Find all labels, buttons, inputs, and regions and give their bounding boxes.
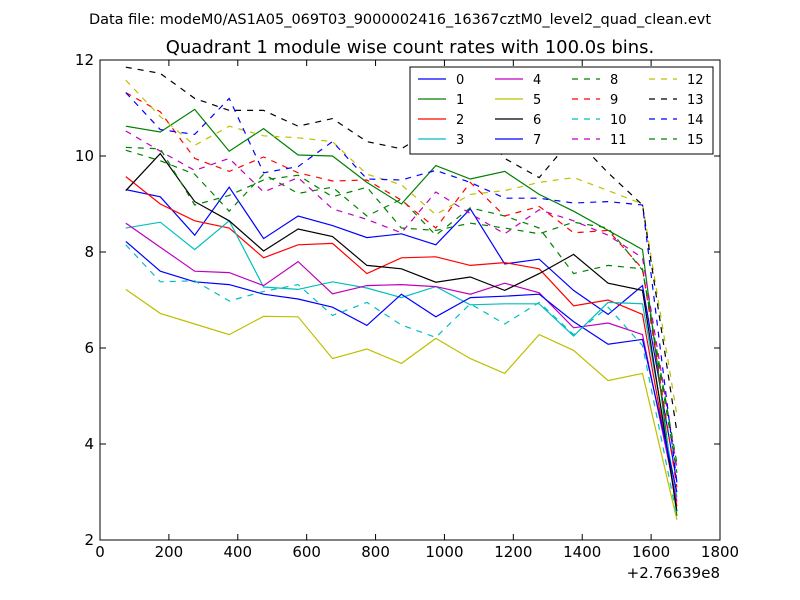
series-line-2 [125,176,678,507]
y-tick-label: 2 [84,531,94,549]
series-line-7 [125,240,678,493]
legend-label-5: 5 [533,93,541,108]
y-tick-label: 12 [75,51,94,69]
x-offset-label: +2.76639e8 [627,564,720,582]
series-line-11 [125,130,678,469]
series-line-8 [125,149,678,473]
legend-label-2: 2 [456,113,464,128]
series-line-6 [125,152,678,512]
series-line-4 [125,222,678,502]
legend-label-1: 1 [456,93,464,108]
series-layer [125,66,678,520]
y-tick-label: 4 [84,435,94,453]
chart-suptitle: Data file: modeM0/AS1A05_069T03_90000024… [89,12,711,28]
legend-label-7: 7 [533,133,541,148]
x-tick-label: 200 [155,543,184,561]
series-line-12 [125,79,678,416]
x-tick-label: 600 [292,543,321,561]
series-line-10 [125,244,678,517]
legend-label-15: 15 [687,133,704,148]
x-tick-label: 0 [95,543,105,561]
legend-label-4: 4 [533,73,541,88]
x-tick-label: 400 [223,543,252,561]
y-tick-label: 10 [75,147,94,165]
y-tick-label: 6 [84,339,94,357]
legend-label-13: 13 [687,93,704,108]
y-tick-label: 8 [84,243,94,261]
legend-label-12: 12 [687,73,704,88]
legend-label-14: 14 [687,113,704,128]
series-line-5 [125,288,678,520]
legend-label-8: 8 [610,73,618,88]
series-line-0 [125,186,678,483]
legend-label-9: 9 [610,93,618,108]
x-tick-label: 1600 [632,543,670,561]
x-tick-label: 1200 [494,543,532,561]
legend-label-10: 10 [610,113,627,128]
ticks-layer: 0 200 400 600 800 1000 1200 1400 1600 18002468101… [75,51,739,561]
legend-label-6: 6 [533,113,541,128]
legend-label-3: 3 [456,133,464,148]
series-line-1 [125,108,678,517]
series-line-9 [125,92,678,488]
x-tick-label: 1000 [425,543,463,561]
legend-label-0: 0 [456,73,464,88]
legend-label-11: 11 [610,133,627,148]
series-line-3 [125,219,678,497]
x-tick-label: 800 [361,543,390,561]
x-tick-label: 1400 [563,543,601,561]
plot-frame [99,59,721,541]
chart-title: Quadrant 1 module wise count rates with … [166,37,655,58]
series-line-15 [125,146,678,464]
x-tick-label: 1800 [701,543,739,561]
